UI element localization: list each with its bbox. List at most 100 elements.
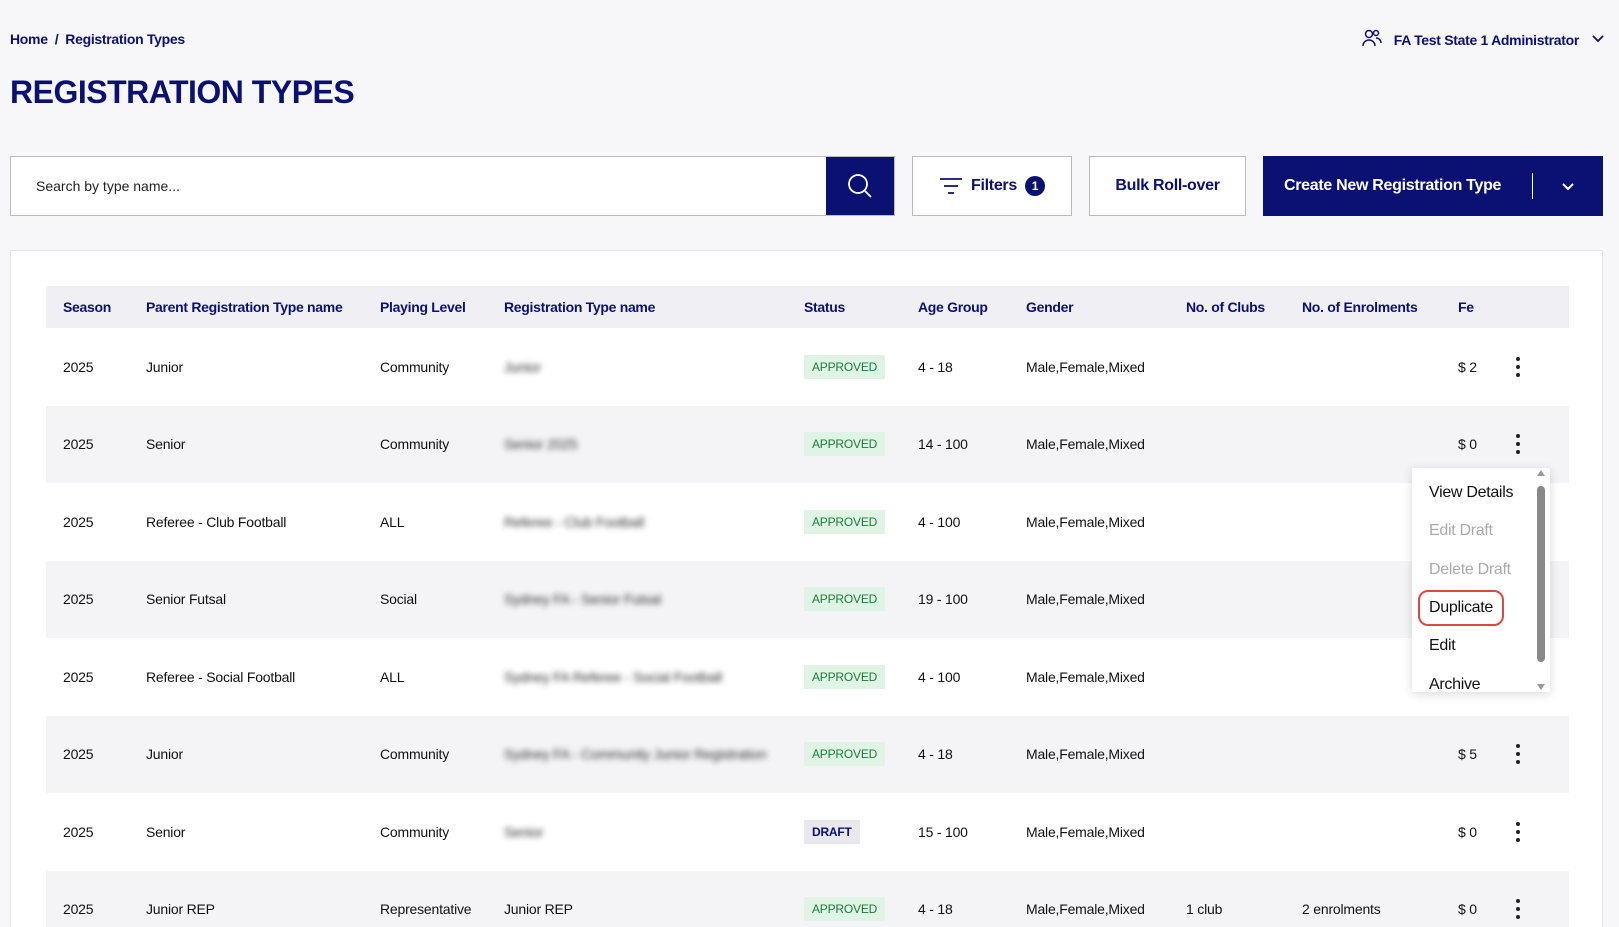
header-enrolments[interactable]: No. of Enrolments — [1285, 286, 1441, 328]
header-season[interactable]: Season — [46, 286, 129, 328]
cell-fee: $ 0 — [1458, 823, 1477, 840]
table-row[interactable]: 2025 Senior Community Senior DRAFT 15 - 100 Ma… — [46, 793, 1569, 871]
cell-gender: Male,Female,Mixed — [1009, 405, 1169, 483]
cell-registration-type-name: Sydney FA Referee - Social Football — [487, 638, 787, 716]
filters-count-badge: 1 — [1024, 176, 1045, 196]
user-group-icon — [1361, 28, 1382, 51]
cell-clubs — [1169, 405, 1285, 483]
header-clubs[interactable]: No. of Clubs — [1169, 286, 1285, 328]
search-box — [10, 156, 895, 216]
menu-item-archive[interactable]: Archive — [1412, 665, 1550, 703]
chevron-down-icon — [1562, 183, 1574, 191]
menu-item-label: View Details — [1429, 484, 1514, 502]
filters-button[interactable]: Filters 1 — [912, 156, 1072, 216]
header-parent-name[interactable]: Parent Registration Type name — [129, 286, 363, 328]
status-badge: APPROVED — [804, 354, 886, 379]
more-actions-icon[interactable] — [1516, 744, 1520, 765]
cell-parent-name: Referee - Social Football — [146, 668, 296, 685]
table-card: Season Parent Registration Type name Pla… — [10, 250, 1603, 927]
table-row[interactable]: 2025 Junior Community Junior APPROVED 4 - 18 M… — [46, 328, 1569, 406]
registration-type-name-redacted: Junior — [504, 358, 541, 375]
cell-status: APPROVED — [787, 870, 901, 927]
filter-icon — [940, 178, 963, 194]
toolbar: Filters 1 Bulk Roll-over Create New Regi… — [10, 156, 1603, 216]
more-actions-icon[interactable] — [1516, 899, 1520, 920]
search-icon — [848, 174, 872, 198]
cell-playing-level: Community — [363, 405, 487, 483]
create-dropdown-toggle[interactable] — [1533, 178, 1603, 194]
cell-gender: Male,Female,Mixed — [1009, 560, 1169, 638]
header-age-group[interactable]: Age Group — [901, 286, 1009, 328]
cell-clubs — [1169, 483, 1285, 561]
cell-playing-level: Social — [363, 560, 487, 638]
user-menu[interactable]: FA Test State 1 Administrator — [1361, 28, 1605, 51]
scroll-down-arrow-icon[interactable] — [1537, 684, 1545, 690]
cell-playing-level: Community — [380, 823, 449, 840]
cell-age-group: 14 - 100 — [901, 405, 1009, 483]
table-header-row: Season Parent Registration Type name Pla… — [46, 286, 1569, 328]
header-fee[interactable]: Fe — [1441, 286, 1499, 328]
table-row[interactable]: 2025 Referee - Social Football ALL Sydney F… — [46, 638, 1569, 716]
menu-item-view-details[interactable]: View Details — [1412, 474, 1550, 512]
menu-item-label: Delete Draft — [1429, 560, 1511, 578]
cell-enrolments — [1285, 328, 1441, 406]
cell-gender: Male,Female,Mixed — [1026, 513, 1145, 530]
scroll-up-arrow-icon[interactable] — [1537, 470, 1545, 476]
header-registration-type-name[interactable]: Registration Type name — [487, 286, 787, 328]
registration-type-name-redacted: Senior — [504, 823, 544, 840]
search-input[interactable] — [11, 157, 826, 215]
create-registration-type-button[interactable]: Create New Registration Type — [1263, 156, 1603, 216]
more-actions-icon[interactable] — [1516, 434, 1520, 455]
header-gender[interactable]: Gender — [1009, 286, 1169, 328]
cell-gender: Male,Female,Mixed — [1026, 358, 1145, 375]
menu-item-duplicate[interactable]: Duplicate — [1412, 589, 1550, 627]
search-button[interactable] — [826, 157, 894, 215]
registration-type-name-redacted: Senior 2025 — [504, 436, 578, 453]
cell-gender: Male,Female,Mixed — [1026, 823, 1145, 840]
cell-clubs — [1169, 328, 1285, 406]
registration-type-name-redacted: Referee - Club Football — [504, 513, 645, 530]
status-badge: APPROVED — [804, 587, 886, 612]
cell-actions — [1499, 793, 1569, 871]
cell-age-group: 4 - 100 — [918, 668, 961, 685]
cell-registration-type-name: Junior REP — [487, 870, 787, 927]
cell-age-group: 4 - 100 — [918, 513, 961, 530]
cell-registration-type-name: Referee - Club Football — [487, 483, 787, 561]
table-row[interactable]: 2025 Junior Community Sydney FA - Community… — [46, 715, 1569, 793]
cell-status: APPROVED — [787, 715, 901, 793]
status-badge: APPROVED — [804, 897, 886, 922]
breadcrumb-current: Registration Types — [65, 31, 185, 47]
header-playing-level[interactable]: Playing Level — [363, 286, 487, 328]
status-badge: APPROVED — [804, 742, 886, 767]
cell-parent-name: Referee - Club Football — [146, 513, 287, 530]
table-row[interactable]: 2025 Junior REP Representative Junior REP AP… — [46, 870, 1569, 927]
menu-scrollbar[interactable] — [1536, 470, 1546, 690]
breadcrumb-home[interactable]: Home — [10, 31, 48, 47]
table-row[interactable]: 2025 Senior Futsal Social Sydney FA - Senio… — [46, 560, 1569, 638]
cell-season: 2025 — [63, 513, 94, 530]
table-row[interactable]: 2025 Senior Community Senior 2025 APPROVED 14… — [46, 405, 1569, 483]
more-actions-icon[interactable] — [1516, 821, 1520, 842]
cell-parent-name: Junior REP — [129, 870, 363, 927]
header-status[interactable]: Status — [787, 286, 901, 328]
menu-item-label: Duplicate — [1418, 590, 1505, 627]
bulk-rollover-button[interactable]: Bulk Roll-over — [1089, 156, 1246, 216]
cell-parent-name: Junior — [129, 715, 363, 793]
cell-actions — [1499, 328, 1569, 406]
scrollbar-thumb[interactable] — [1537, 486, 1545, 662]
registration-types-table: Season Parent Registration Type name Pla… — [46, 286, 1569, 927]
status-badge: APPROVED — [804, 664, 886, 689]
filters-label: Filters — [971, 177, 1017, 194]
cell-clubs — [1169, 638, 1285, 716]
table-row[interactable]: 2025 Referee - Club Football ALL Referee - … — [46, 483, 1569, 561]
more-actions-icon[interactable] — [1516, 356, 1520, 377]
cell-registration-type-name: Junior — [487, 328, 787, 406]
cell-fee: $ 5 — [1441, 715, 1499, 793]
menu-item-edit[interactable]: Edit — [1412, 627, 1550, 665]
cell-season: 2025 — [46, 870, 129, 927]
page-title: REGISTRATION TYPES — [10, 74, 355, 110]
cell-age-group: 4 - 18 — [901, 715, 1009, 793]
menu-item-label: Edit Draft — [1429, 522, 1493, 540]
cell-status: APPROVED — [787, 328, 901, 406]
cell-gender: Male,Female,Mixed — [1009, 870, 1169, 927]
